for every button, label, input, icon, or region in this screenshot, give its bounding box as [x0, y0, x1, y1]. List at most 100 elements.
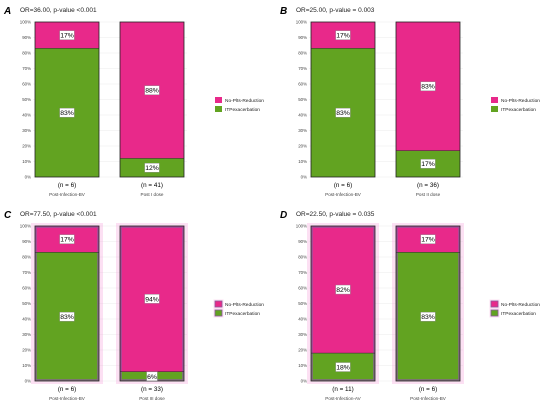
y-tick-label: 100%	[20, 20, 31, 25]
y-tick-label: 70%	[298, 270, 307, 275]
y-tick-label: 90%	[22, 35, 31, 40]
y-tick-label: 80%	[298, 255, 307, 260]
y-tick-label: 80%	[298, 51, 307, 56]
y-tick-label: 0%	[301, 175, 307, 180]
percent-label-box	[335, 30, 351, 40]
y-tick-label: 90%	[298, 35, 307, 40]
y-tick-label: 100%	[296, 20, 307, 25]
y-tick-label: 50%	[22, 301, 31, 306]
legend-label: ITPexacerbation	[501, 311, 536, 317]
highlight-frame	[311, 226, 375, 381]
legend-swatch	[490, 309, 499, 317]
n-label: (n = 6)	[58, 386, 76, 393]
bar-outline	[395, 21, 461, 178]
panel-letter: D	[280, 210, 287, 221]
n-label: (n = 11)	[332, 386, 353, 393]
percent-label-box	[59, 234, 75, 244]
highlight-frame	[35, 226, 99, 381]
percent-label: 6%	[147, 374, 157, 381]
y-tick-label: 60%	[298, 286, 307, 291]
y-tick-label: 80%	[22, 51, 31, 56]
percent-label-box	[144, 294, 160, 304]
panel-c: C OR=77.50, p-value <0.001 0% 10% 20% 30% 40% 5…	[4, 210, 264, 401]
category-label: Post-Infection-BV	[49, 396, 86, 401]
percent-label-box	[59, 30, 75, 40]
n-label: (n = 41)	[141, 182, 163, 189]
category-label: Post-Infection-BV	[325, 192, 362, 197]
category-label: Post-Infection-BV	[49, 192, 86, 197]
y-tick-label: 70%	[22, 66, 31, 71]
y-tick-label: 80%	[22, 255, 31, 260]
y-tick-label: 30%	[298, 332, 307, 337]
category-label: Post I dose	[141, 192, 164, 197]
y-tick-label: 20%	[298, 348, 307, 353]
bar-outline	[34, 225, 100, 382]
highlight-frame	[396, 226, 460, 381]
percent-label-box	[144, 85, 160, 95]
percent-label-box	[335, 284, 351, 295]
percent-label-box	[146, 371, 158, 382]
category-label: Post-Infection-BV	[410, 396, 447, 401]
category-label: Post III dose	[139, 396, 165, 401]
percent-label: 18%	[336, 364, 350, 371]
legend-label: No-Plts-Reduction	[225, 302, 264, 308]
percent-label: 83%	[421, 314, 435, 321]
y-tick-label: 90%	[298, 239, 307, 244]
y-tick-label: 40%	[298, 113, 307, 118]
panel-b: B OR=25.00, p-value = 0.003 0% 10% 20% 30% 40%…	[280, 6, 540, 197]
percent-label: 88%	[145, 88, 159, 95]
bar-outline	[395, 225, 461, 382]
panel-letter: A	[3, 6, 11, 17]
legend-label: ITPexacerbation	[225, 107, 260, 113]
panel-letter: B	[280, 6, 287, 17]
legend-swatch	[491, 97, 498, 103]
percent-label: 94%	[145, 296, 159, 303]
y-tick-label: 50%	[298, 97, 307, 102]
y-tick-label: 50%	[298, 301, 307, 306]
percent-label-box	[420, 81, 436, 92]
y-tick-label: 40%	[22, 113, 31, 118]
y-tick-label: 40%	[22, 317, 31, 322]
y-tick-label: 30%	[22, 332, 31, 337]
percent-label: 17%	[60, 237, 74, 244]
legend-swatch	[215, 106, 222, 112]
n-label: (n = 6)	[419, 386, 437, 393]
y-tick-label: 70%	[298, 66, 307, 71]
percent-label-box	[59, 107, 75, 118]
panel-title: OR=25.00, p-value = 0.003	[296, 7, 375, 14]
legend-swatch	[215, 97, 222, 103]
percent-label-box	[335, 362, 351, 372]
y-tick-label: 10%	[298, 363, 307, 368]
n-label: (n = 6)	[58, 182, 76, 189]
legend-label: ITPexacerbation	[501, 107, 536, 113]
percent-label: 17%	[60, 33, 74, 40]
legend-label: No-Plts-Reduction	[225, 98, 264, 104]
y-tick-label: 10%	[22, 363, 31, 368]
y-tick-label: 30%	[298, 128, 307, 133]
percent-label: 83%	[60, 314, 74, 321]
percent-label-box	[335, 107, 351, 118]
n-label: (n = 36)	[417, 182, 439, 189]
panel-title: OR=22.50, p-value = 0.035	[296, 211, 375, 218]
panel-title: OR=36.00, p-value <0.001	[20, 7, 97, 14]
panel-letter: C	[4, 210, 12, 221]
y-tick-label: 100%	[20, 224, 31, 229]
n-label: (n = 6)	[334, 182, 352, 189]
percent-label-box	[420, 311, 436, 322]
percent-label: 83%	[421, 84, 435, 91]
category-label: Post II dose	[416, 192, 441, 197]
percent-label-box	[144, 162, 160, 173]
legend-label: ITPexacerbation	[225, 311, 260, 317]
percent-label-box	[420, 234, 436, 244]
percent-label: 12%	[145, 165, 159, 172]
y-tick-label: 70%	[22, 270, 31, 275]
percent-label: 83%	[336, 110, 350, 117]
percent-label-box	[59, 311, 75, 322]
panel-a: A OR=36.00, p-value <0.001 0% 10% 20% 30% 40% 5…	[3, 6, 264, 197]
y-tick-label: 10%	[298, 159, 307, 164]
y-tick-label: 60%	[298, 82, 307, 87]
percent-label: 17%	[421, 161, 435, 168]
panel-d: D OR=22.50, p-value = 0.035 0% 10% 20% 30% 40%…	[280, 210, 540, 401]
y-tick-label: 20%	[298, 144, 307, 149]
